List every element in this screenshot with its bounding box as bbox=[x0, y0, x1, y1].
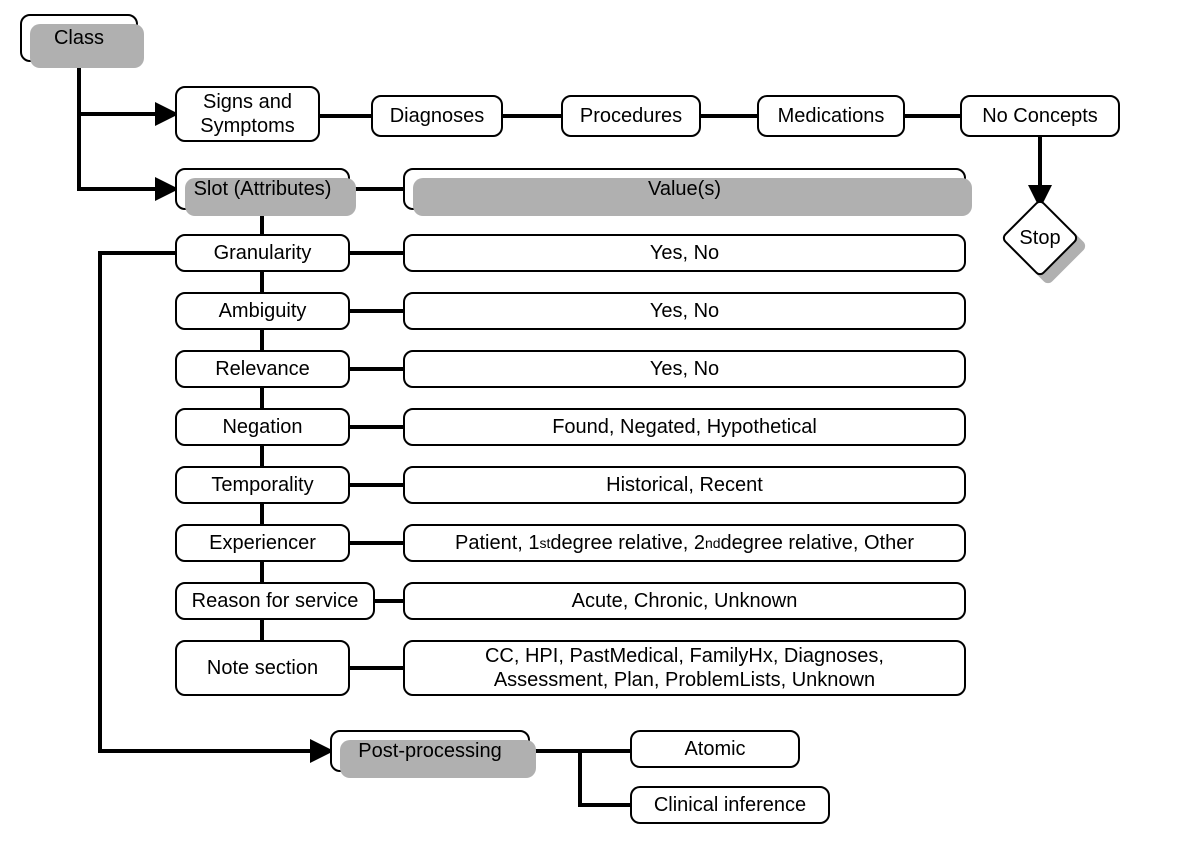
node-class: Class bbox=[20, 14, 138, 62]
node-slot: Slot (Attributes) bbox=[175, 168, 350, 210]
node-granularity: Granularity bbox=[175, 234, 350, 272]
node-negation: Negation bbox=[175, 408, 350, 446]
node-values: Value(s) bbox=[403, 168, 966, 210]
node-reason: Reason for service bbox=[175, 582, 375, 620]
node-stop: Stop bbox=[1000, 198, 1080, 278]
node-procedures: Procedures bbox=[561, 95, 701, 137]
edge-postproc-clinical bbox=[580, 751, 630, 805]
node-postproc: Post-processing bbox=[330, 730, 530, 772]
node-relevance_v: Yes, No bbox=[403, 350, 966, 388]
node-relevance: Relevance bbox=[175, 350, 350, 388]
node-ambiguity: Ambiguity bbox=[175, 292, 350, 330]
node-experiencer: Experiencer bbox=[175, 524, 350, 562]
node-ambiguity_v: Yes, No bbox=[403, 292, 966, 330]
node-temporality: Temporality bbox=[175, 466, 350, 504]
node-granularity_v: Yes, No bbox=[403, 234, 966, 272]
node-temporality_v: Historical, Recent bbox=[403, 466, 966, 504]
edge-class-slot bbox=[79, 62, 175, 189]
node-clinical: Clinical inference bbox=[630, 786, 830, 824]
node-notesection: Note section bbox=[175, 640, 350, 696]
node-label-stop: Stop bbox=[1000, 198, 1080, 278]
node-signs: Signs and Symptoms bbox=[175, 86, 320, 142]
node-experiencer_v: Patient, 1stdegree relative, 2nddegree r… bbox=[403, 524, 966, 562]
node-reason_v: Acute, Chronic, Unknown bbox=[403, 582, 966, 620]
edge-class-signs bbox=[79, 62, 175, 114]
node-noconcepts: No Concepts bbox=[960, 95, 1120, 137]
node-diagnoses: Diagnoses bbox=[371, 95, 503, 137]
node-atomic: Atomic bbox=[630, 730, 800, 768]
node-notesection_v: CC, HPI, PastMedical, FamilyHx, Diagnose… bbox=[403, 640, 966, 696]
node-medications: Medications bbox=[757, 95, 905, 137]
node-negation_v: Found, Negated, Hypothetical bbox=[403, 408, 966, 446]
